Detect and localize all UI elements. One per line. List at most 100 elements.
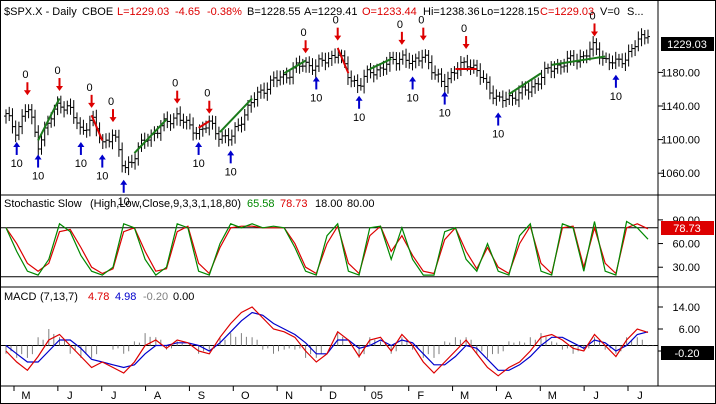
stoch-k-value: 65.58 — [247, 198, 275, 210]
buy-signal: 10 — [11, 141, 23, 170]
buy-signal: 10 — [32, 154, 44, 183]
price-bar — [313, 59, 318, 78]
price-bar — [581, 51, 586, 64]
sell-signal-label: 0 — [589, 10, 595, 22]
sell-signal-label: 0 — [204, 88, 210, 100]
sell-signal: 0 — [108, 96, 117, 123]
price-bar — [623, 52, 628, 71]
price-bar — [445, 71, 450, 94]
price-bar — [184, 116, 189, 130]
price-bar — [526, 82, 531, 100]
x-tick-label: J — [593, 390, 599, 402]
price-bar — [16, 121, 21, 141]
price-bar — [171, 113, 176, 129]
price-bar — [507, 89, 512, 106]
price-change-pct: -0.38% — [207, 6, 242, 18]
stoch-params: (High,Low,Close,9,3,3,1,18,80) — [90, 198, 241, 210]
sell-signal: 0 — [54, 65, 63, 92]
buy-signal-label: 10 — [11, 158, 23, 170]
low-price: Lo=1228.15 — [481, 6, 539, 18]
x-tick-label: D — [329, 390, 337, 402]
price-header: $SPX.X - Daily CBOE L=1229.03 -4.65 -0.3… — [4, 6, 644, 18]
price-bar — [404, 48, 409, 68]
price-bar — [533, 78, 538, 94]
uptrend-line — [369, 58, 392, 70]
macd-last-tag: -0.20 — [661, 346, 714, 360]
stoch-k-line — [5, 220, 649, 276]
price-bar — [458, 55, 463, 77]
buy-signal-label: 10 — [96, 171, 108, 183]
price-bar — [23, 104, 28, 122]
price-bar — [174, 107, 179, 126]
price-bar — [394, 52, 399, 71]
price-bar — [320, 52, 325, 67]
price-bar — [607, 53, 612, 71]
price-bar — [120, 142, 125, 173]
price-bar — [410, 54, 415, 71]
price-bar — [291, 62, 296, 85]
x-tick-label: J — [111, 390, 117, 402]
price-bar — [462, 57, 467, 70]
price-bar — [542, 61, 547, 86]
buy-signal-label: 10 — [310, 92, 322, 104]
price-bar — [613, 51, 618, 70]
price-bar — [620, 53, 625, 69]
exchange-label: CBOE — [82, 6, 113, 18]
price-bar — [126, 156, 131, 176]
price-bar — [104, 133, 109, 149]
price-bar — [187, 113, 192, 130]
buy-signal-label: 10 — [353, 112, 365, 124]
x-tick-label: O — [241, 390, 250, 402]
price-bar — [223, 129, 228, 144]
sell-signal-label: 0 — [172, 78, 178, 90]
x-tick-label: J — [637, 390, 643, 402]
price-bar — [616, 53, 621, 67]
buy-signal: 10 — [610, 74, 622, 103]
svg-text:1229.03: 1229.03 — [667, 39, 707, 51]
sell-signal-label: 0 — [397, 19, 403, 31]
price-bar — [133, 151, 138, 170]
volume-label: V=0 — [600, 6, 620, 18]
downtrend-line — [336, 47, 350, 74]
price-bar — [278, 70, 283, 86]
svg-text:-0.20: -0.20 — [674, 348, 699, 360]
y-tick-label: 14.00 — [672, 302, 700, 314]
price-bar — [33, 109, 38, 138]
price-bar — [213, 115, 218, 140]
price-bar — [326, 52, 331, 68]
buy-signal: 10 — [75, 141, 87, 170]
price-bar — [168, 114, 173, 131]
price-bar — [481, 70, 486, 83]
sell-signal-label: 0 — [87, 82, 93, 94]
buy-signal: 10 — [492, 112, 504, 141]
price-bar — [594, 38, 599, 56]
stoch-d-value: 78.73 — [280, 198, 308, 210]
price-bar — [216, 126, 221, 147]
price-bar — [220, 131, 225, 144]
price-bar — [413, 53, 418, 69]
price-bar — [271, 71, 276, 88]
buy-signal-label: 10 — [610, 91, 622, 103]
macd-hist-value: -0.20 — [143, 291, 168, 303]
price-bar — [58, 95, 63, 114]
price-bar — [26, 104, 31, 119]
price-bar — [626, 44, 631, 67]
sell-signal-label: 0 — [22, 69, 28, 81]
sell-signal: 0 — [589, 10, 598, 37]
price-bar — [68, 98, 73, 115]
stoch-title: Stochastic Slow — [4, 198, 82, 210]
price-bar — [455, 62, 460, 80]
price-bar — [352, 75, 357, 88]
trend-lines-layer — [37, 47, 606, 154]
price-bar — [226, 128, 231, 147]
sell-signal: 0 — [333, 15, 342, 41]
price-bar — [387, 51, 392, 72]
price-bar — [545, 63, 550, 74]
price-bar — [604, 52, 609, 64]
price-bar — [233, 122, 238, 144]
price-bar — [62, 101, 67, 118]
sell-signal: 0 — [461, 23, 470, 50]
price-bar — [449, 68, 454, 84]
buy-signal-label: 10 — [406, 92, 418, 104]
